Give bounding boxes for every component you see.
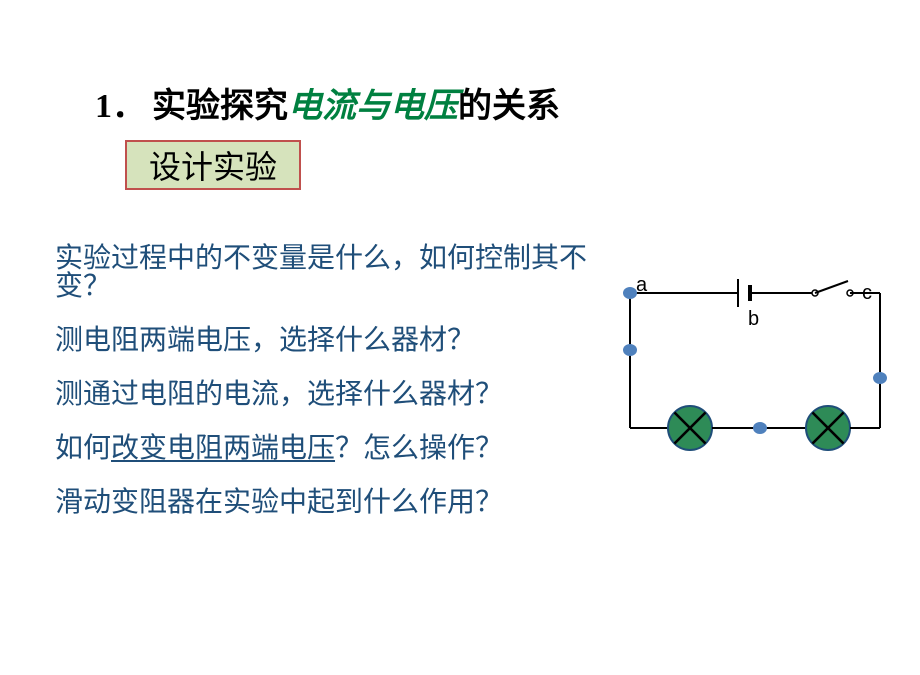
- design-experiment-label: 设计实验: [149, 142, 277, 188]
- question-4-underline: 改变电阻两端电压: [111, 433, 335, 464]
- question-list: 实验过程中的不变量是什么，如何控制其不变？ 测电阻两端电压，选择什么器材？ 测通…: [55, 245, 615, 543]
- question-4-post: ？怎么操作？: [335, 433, 503, 464]
- question-3: 测通过电阻的电流，选择什么器材？: [55, 381, 615, 409]
- circuit-diagram: a b c: [620, 278, 890, 468]
- slide-title: 1． 实验探究 电流与电压 的关系: [95, 78, 560, 127]
- question-2: 测电阻两端电压，选择什么器材？: [55, 327, 615, 355]
- title-number: 1．: [95, 78, 146, 127]
- title-post: 的关系: [458, 78, 560, 127]
- question-4-pre: 如何: [55, 433, 111, 464]
- title-pre: 实验探究: [152, 78, 288, 127]
- title-emph: 电流与电压: [288, 78, 458, 127]
- design-experiment-box: 设计实验: [125, 140, 301, 190]
- question-4: 如何改变电阻两端电压？怎么操作？: [55, 435, 615, 463]
- question-1: 实验过程中的不变量是什么，如何控制其不变？: [55, 245, 615, 301]
- svg-text:b: b: [748, 308, 759, 330]
- svg-text:c: c: [862, 282, 872, 304]
- svg-text:a: a: [636, 278, 648, 296]
- question-5: 滑动变阻器在实验中起到什么作用？: [55, 489, 615, 517]
